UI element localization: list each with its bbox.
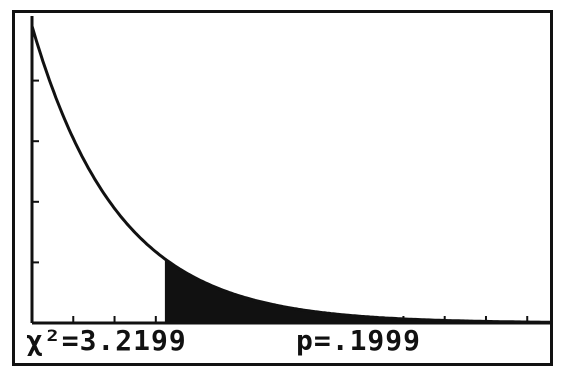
density-curve [30,25,553,324]
p-value-readout: p=.1999 [296,324,422,357]
plot-axes [30,16,552,325]
shaded-tail-region [164,258,552,323]
chi-square-statistic-readout: χ²=3.2199 [26,324,187,357]
